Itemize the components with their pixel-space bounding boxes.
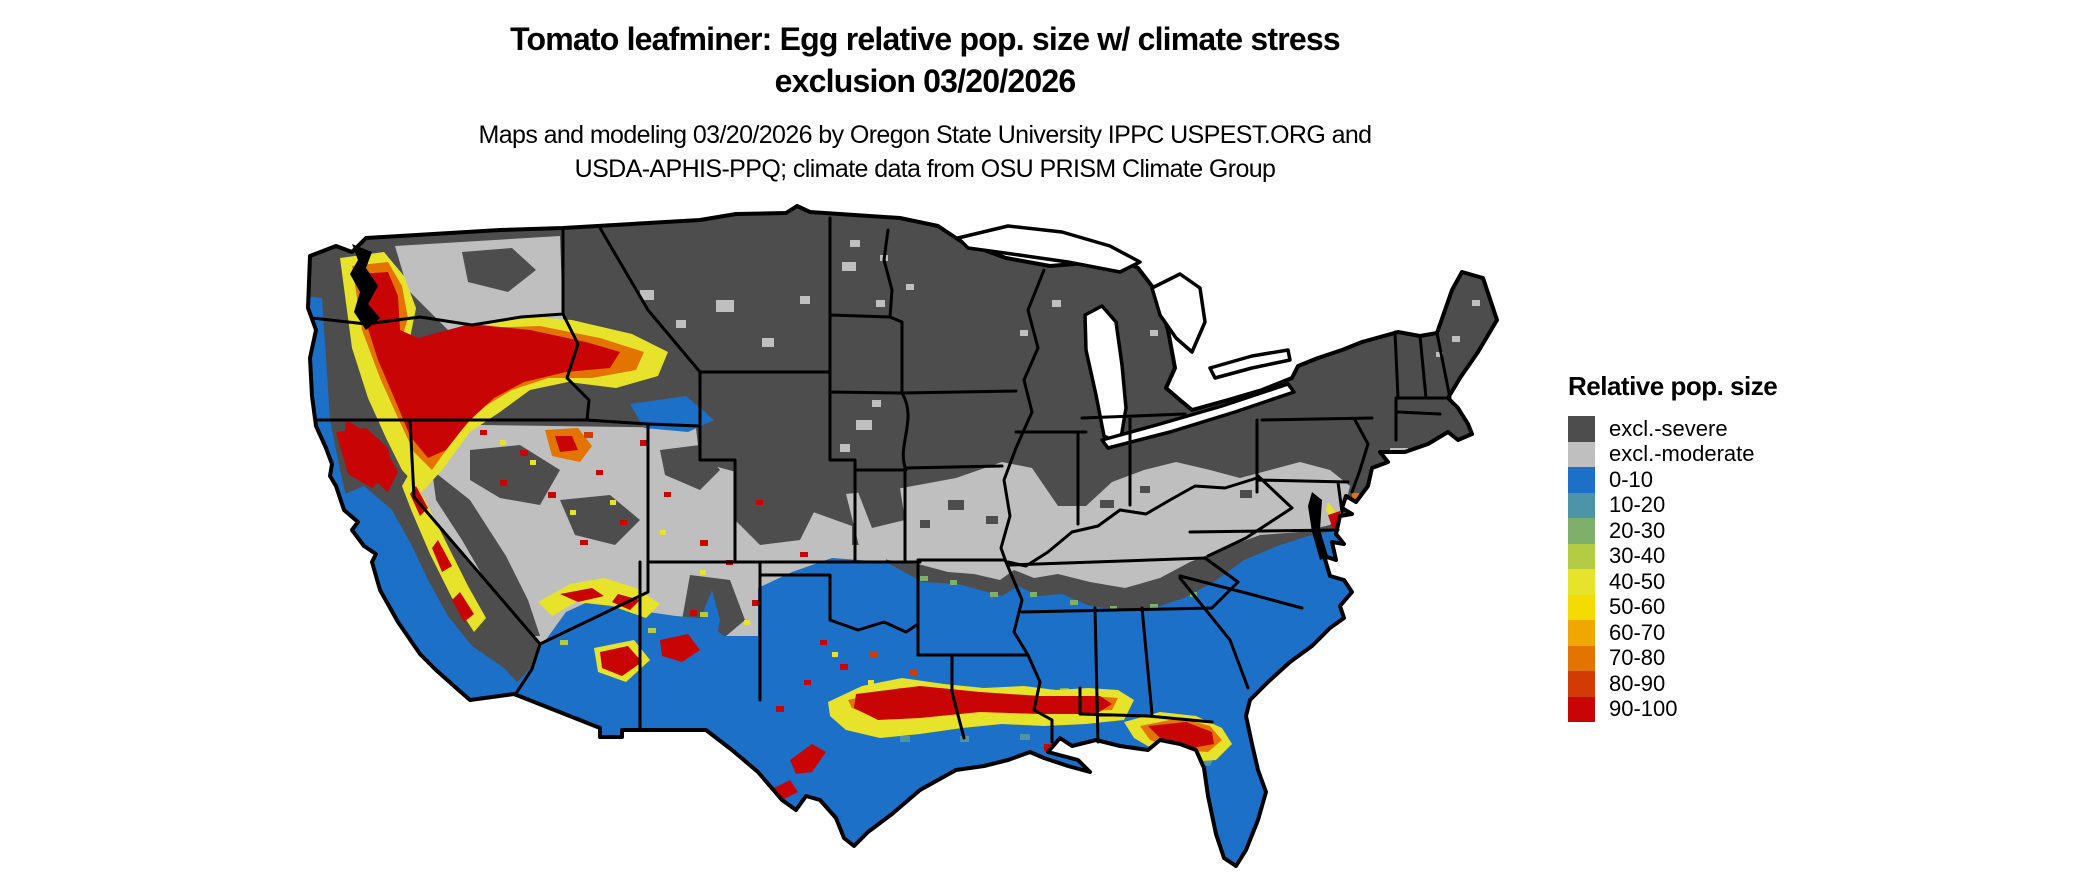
legend-swatch [1568,416,1595,442]
legend-entry: excl.-severe [1568,416,1777,442]
legend-label: excl.-moderate [1609,441,1755,467]
legend-label: 50-60 [1609,594,1666,620]
legend-entry: 40-50 [1568,569,1777,595]
map-subtitle-line1: Maps and modeling 03/20/2026 by Oregon S… [478,121,1373,149]
legend-swatch [1568,696,1595,722]
legend-swatch [1568,467,1595,493]
map-subtitle: Maps and modeling 03/20/2026 by Oregon S… [25,118,1825,186]
legend-label: 30-40 [1609,543,1666,569]
layer-red-core [336,272,1344,800]
layer-red-orange [584,432,917,675]
state-borders [310,216,1452,744]
legend-swatch [1568,492,1595,518]
legend-label: 0-10 [1609,466,1654,492]
legend-entry: 10-20 [1568,492,1777,518]
legend-title: Relative pop. size [1568,371,1778,401]
legend-entry: 70-80 [1568,645,1777,671]
lake-ontario [1208,348,1292,380]
title-block: Tomato leafminer: Egg relative pop. size… [25,18,1825,186]
legend-label: 40-50 [1609,568,1666,594]
legend-swatch [1568,569,1595,595]
lake-huron [1150,272,1207,354]
legend-label: 80-90 [1609,670,1666,696]
legend-swatch [1568,620,1595,646]
legend-swatch [1568,671,1595,697]
legend-swatch [1568,518,1595,544]
legend-label: 10-20 [1609,492,1666,518]
map-subtitle-line2: USDA-APHIS-PPQ; climate data from OSU PR… [574,155,1276,183]
lake-michigan [1083,304,1128,446]
map-title-line1: Tomato leafminer: Egg relative pop. size… [510,21,1341,57]
legend-swatch [1568,441,1595,467]
legend-entry: 50-60 [1568,594,1777,620]
chesapeake-bay [1308,492,1328,560]
legend-swatch [1568,645,1595,671]
legend-entry: 80-90 [1568,671,1777,697]
legend-label: 70-80 [1609,645,1666,671]
legend-label: 20-30 [1609,517,1666,543]
legend-label: excl.-severe [1609,415,1728,441]
legend-swatch [1568,594,1595,620]
great-lakes [956,224,1296,450]
legend-entry: 0-10 [1568,467,1777,493]
lake-superior [956,224,1142,274]
legend-label: 90-100 [1609,696,1678,722]
legend-entry: 20-30 [1568,518,1777,544]
legend-entry: 60-70 [1568,620,1777,646]
legend-label: 60-70 [1609,619,1666,645]
map-title: Tomato leafminer: Egg relative pop. size… [25,18,1825,102]
legend-rows: excl.-severe excl.-moderate 0-10 10-20 20-30… [1568,416,1777,722]
legend-entry: 30-40 [1568,543,1777,569]
map-title-line2: exclusion 03/20/2026 [774,63,1076,99]
puget-sound [350,244,380,330]
legend-entry: 90-100 [1568,696,1777,722]
legend-swatch [1568,543,1595,569]
legend-entry: excl.-moderate [1568,441,1777,467]
map-legend: Relative pop. size excl.-severe excl.-mod… [1568,371,1778,722]
us-outline [306,204,1499,868]
